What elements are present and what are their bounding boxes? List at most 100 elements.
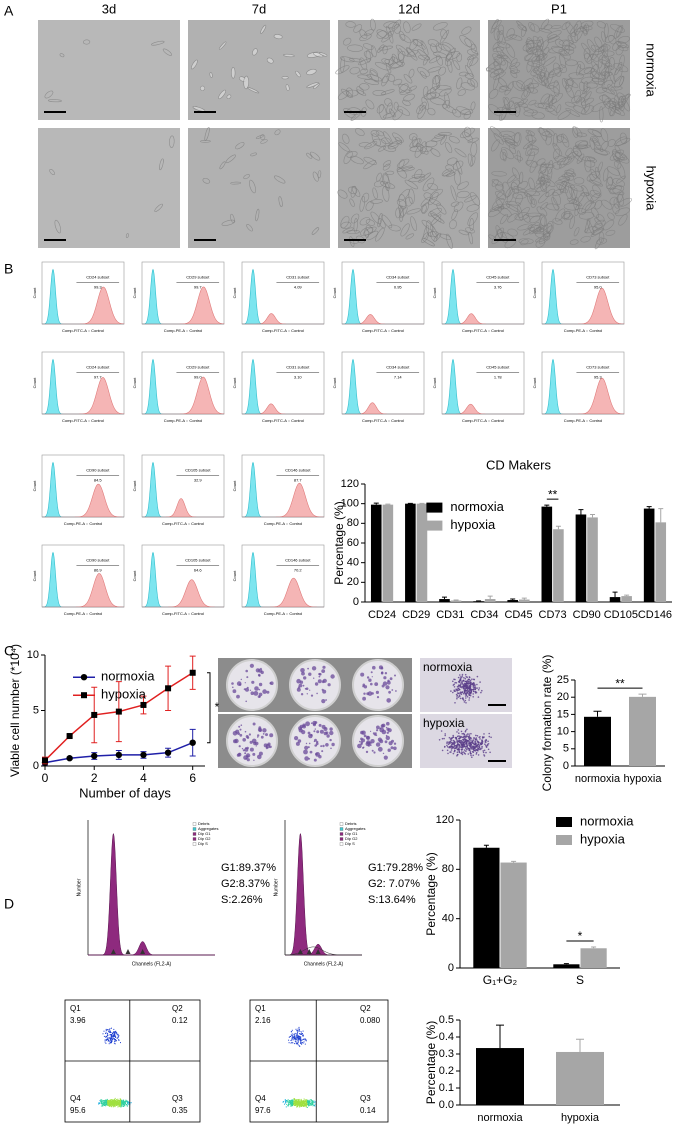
y-tick-label: 80 <box>442 863 454 875</box>
event <box>296 1029 297 1030</box>
cell <box>467 683 469 685</box>
event <box>310 1099 311 1100</box>
event <box>125 1101 126 1102</box>
colony <box>319 724 322 727</box>
event <box>296 1030 297 1031</box>
colony <box>371 671 373 673</box>
gate-label: CD29 subset <box>186 365 210 370</box>
event <box>111 1032 112 1033</box>
event <box>297 1032 298 1033</box>
x-axis-label: Comp-FITC-A :: Control <box>362 418 404 423</box>
event <box>294 1038 295 1039</box>
colony <box>261 671 264 674</box>
cell <box>456 696 458 698</box>
x-axis-label: Comp-FITC-A :: Control <box>162 521 204 526</box>
gate-label: CD24 subset <box>86 275 110 280</box>
colony <box>258 675 260 677</box>
legend-marker <box>81 674 87 680</box>
flow-histogram <box>142 352 224 414</box>
event <box>112 1033 113 1034</box>
cell <box>470 680 472 682</box>
y-tick-label: 5 <box>563 743 569 755</box>
event <box>308 1100 309 1101</box>
event <box>286 1104 287 1105</box>
event <box>109 1038 110 1039</box>
cell <box>465 741 467 743</box>
event <box>125 1100 126 1101</box>
cell <box>461 736 463 738</box>
cell <box>478 689 480 691</box>
cell <box>474 689 476 691</box>
cell <box>464 684 466 686</box>
gate-label: CD146 subset <box>285 468 311 473</box>
cell <box>446 742 448 744</box>
event <box>306 1103 307 1104</box>
event <box>113 1102 114 1103</box>
event <box>306 1040 307 1041</box>
event <box>117 1101 118 1102</box>
colony <box>360 738 363 741</box>
colony <box>376 729 378 731</box>
cell <box>464 739 466 741</box>
cell-cycle-stat: G2: 7.07% <box>368 878 420 890</box>
event <box>117 1104 118 1105</box>
event <box>303 1101 304 1102</box>
event <box>299 1103 300 1104</box>
event <box>303 1031 304 1032</box>
event <box>118 1036 119 1037</box>
event <box>98 1104 99 1105</box>
event <box>300 1104 301 1105</box>
cell <box>469 750 471 752</box>
event <box>300 1042 301 1043</box>
y-axis-label: Percentage (%) <box>424 852 438 935</box>
cell <box>487 741 489 743</box>
colony <box>388 749 391 752</box>
cell <box>465 697 467 699</box>
legend-swatch <box>426 503 442 513</box>
event <box>305 1044 306 1045</box>
event <box>312 1101 313 1102</box>
event <box>109 1102 110 1103</box>
cell <box>450 739 452 741</box>
error-bar <box>578 510 583 515</box>
legend-label: hypoxia <box>101 687 147 702</box>
cell <box>459 678 461 680</box>
cell <box>454 702 456 704</box>
flow-histogram <box>42 262 124 324</box>
cell <box>474 685 476 687</box>
colony <box>312 666 316 670</box>
cell <box>470 733 472 735</box>
colony <box>321 669 325 673</box>
cell <box>442 750 444 752</box>
cell <box>458 744 460 746</box>
event <box>109 1029 110 1030</box>
event <box>286 1106 287 1107</box>
cell <box>463 686 465 688</box>
colony <box>383 753 384 754</box>
quadrant-name: Q2 <box>172 1004 183 1013</box>
event <box>299 1045 300 1046</box>
bar <box>439 599 450 602</box>
x-tick-label: S <box>576 973 584 987</box>
cell <box>458 684 460 686</box>
x-tick-label: CD31 <box>436 609 464 621</box>
colony <box>361 731 365 735</box>
cell <box>481 747 483 749</box>
gate-label: CD73 subset <box>586 275 610 280</box>
cell-cycle-stat: S:13.64% <box>368 894 416 906</box>
event <box>101 1102 102 1103</box>
cell <box>475 691 477 693</box>
cell <box>474 741 476 743</box>
y-tick-label: 15 <box>557 708 569 720</box>
event <box>302 1042 303 1043</box>
cell <box>465 695 467 697</box>
event <box>110 1031 111 1032</box>
y-axis-label: Count <box>32 377 37 389</box>
event <box>305 1039 306 1040</box>
colony <box>320 730 324 734</box>
cell <box>467 689 469 691</box>
cell <box>471 678 473 680</box>
cell <box>454 741 456 743</box>
colony <box>329 727 332 730</box>
micrograph <box>335 19 480 122</box>
